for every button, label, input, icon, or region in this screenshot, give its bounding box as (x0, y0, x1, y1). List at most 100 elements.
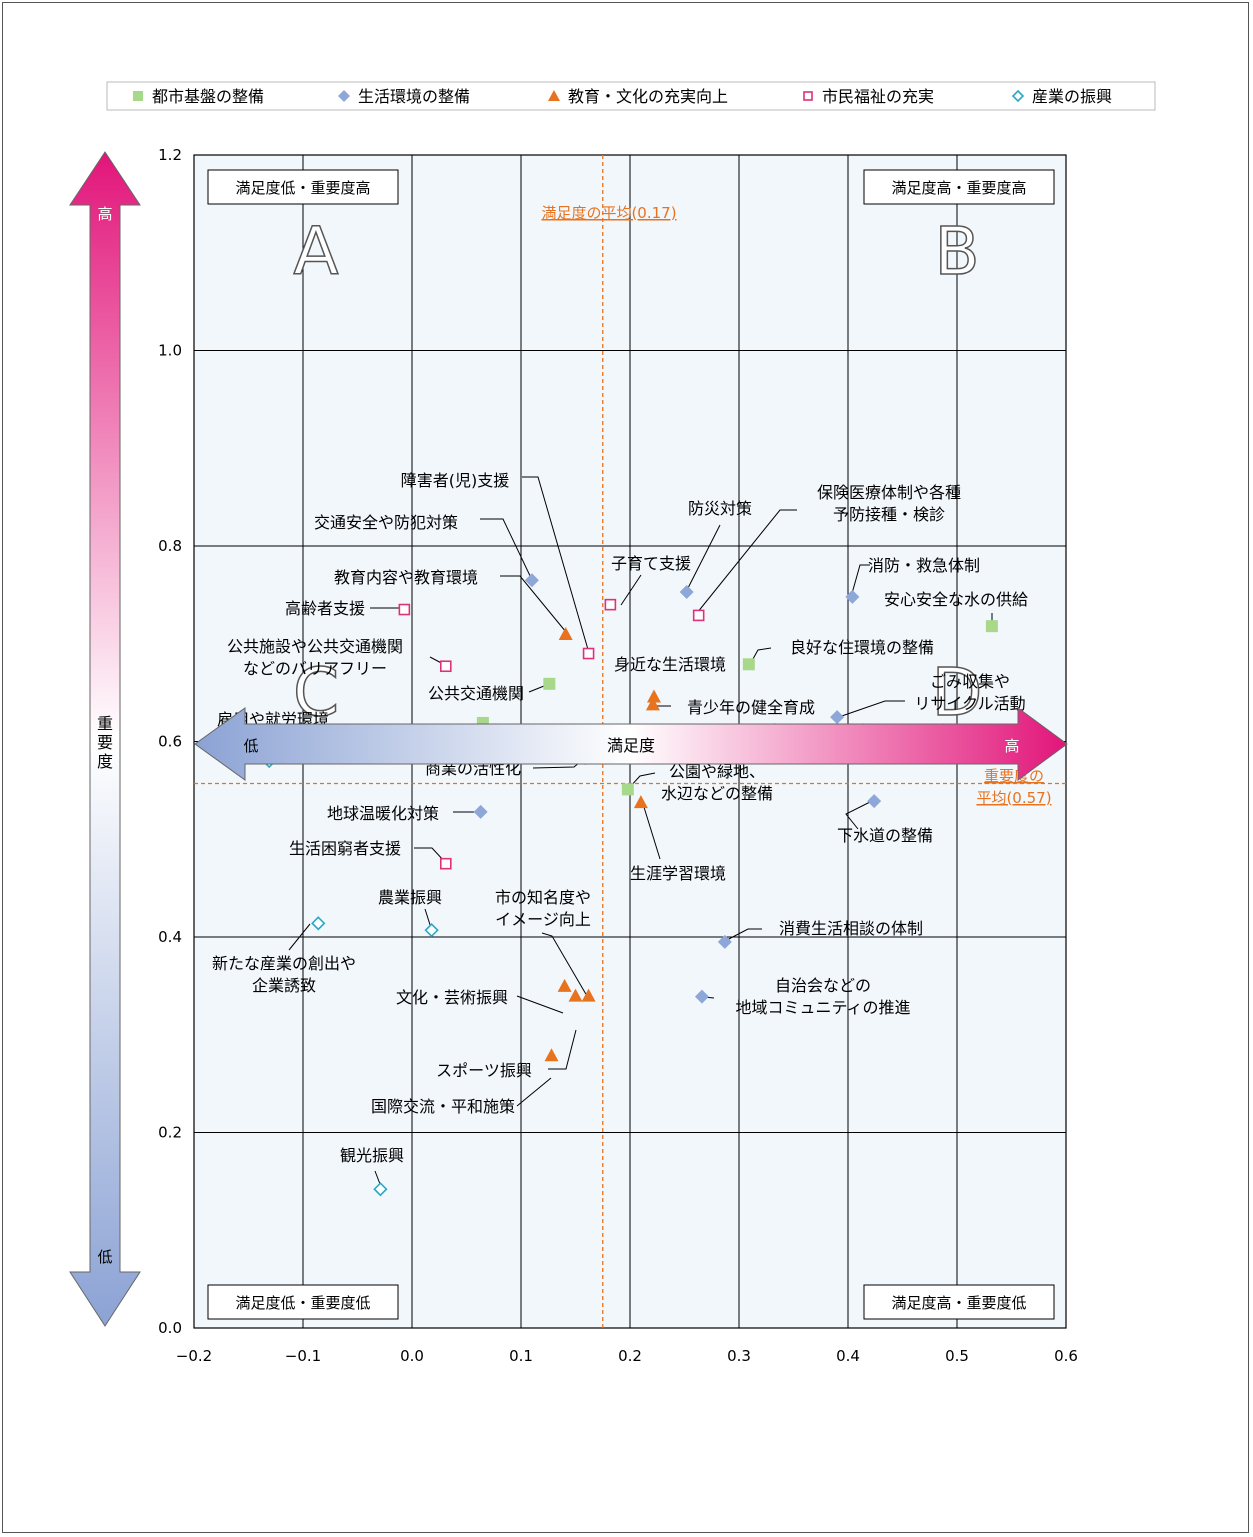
data-point (582, 647, 595, 660)
legend-label: 都市基盤の整備 (152, 87, 264, 106)
data-points (262, 573, 998, 1197)
x-tick-label: 0.3 (727, 1347, 751, 1365)
annotation-label: 国際交流・平和施策 (371, 1097, 515, 1116)
legend-marker (338, 90, 350, 102)
annotation-label: スポーツ振興 (436, 1061, 532, 1080)
leader-line (480, 518, 533, 581)
y-tick-label: 0.2 (158, 1124, 182, 1142)
data-point (604, 598, 617, 611)
annotation-label: などのバリアフリー (243, 659, 387, 678)
data-point (558, 626, 573, 640)
leader-line (724, 928, 762, 942)
quadrant-box (207, 1284, 399, 1320)
y-tick-label: 0.0 (158, 1319, 182, 1337)
annotation-label: 地域コミュニティの推進 (735, 998, 910, 1017)
legend-marker (803, 91, 813, 101)
data-point (568, 988, 583, 1002)
quadrant-letter: C (293, 654, 339, 731)
data-point (439, 660, 452, 673)
annotation-label: 文化・芸術振興 (396, 988, 508, 1007)
y-tick-label: 0.6 (158, 733, 182, 751)
data-point (694, 989, 709, 1004)
data-point (621, 783, 634, 796)
leader-line (516, 995, 564, 1014)
leader-line (620, 574, 642, 606)
x-axis-title: 満足度 (607, 736, 655, 755)
annotation-label: 消費生活相談の体制 (779, 919, 923, 938)
annotation-label: 公共交通機関 (428, 684, 524, 703)
quadrant-box (863, 1284, 1055, 1320)
annotation-label: ごみ収集や (930, 672, 1010, 691)
x-tick-label: 0.0 (400, 1347, 424, 1365)
annotation-label: 公園や緑地、 (669, 762, 765, 781)
quadrant-box (863, 169, 1055, 205)
leader-line (850, 564, 870, 598)
annotation-label: 青少年の健全育成 (687, 698, 815, 717)
leader-line (374, 1170, 381, 1185)
legend-label: 生活環境の整備 (358, 87, 470, 106)
data-point (543, 677, 556, 690)
quadrant-letter: D (932, 654, 983, 731)
data-point (424, 923, 439, 938)
annotation-label: 生活困窮者支援 (289, 839, 401, 858)
y-tick-label: 0.4 (158, 928, 182, 946)
x-tick-label: 0.1 (509, 1347, 533, 1365)
quadrant-box (207, 169, 399, 205)
data-point (524, 573, 539, 588)
horizontal-gradient-arrow (194, 707, 1068, 781)
data-point (645, 697, 660, 711)
data-point (581, 988, 596, 1002)
annotation-label: 地球温暖化対策 (327, 804, 439, 823)
legend: 都市基盤の整備 生活環境の整備 教育・文化の充実向上 市民福祉の充実 産業の振興 (106, 81, 1156, 111)
annotation-label: 消防・救急体制 (868, 556, 980, 575)
annotation-label: 市の知名度や (495, 888, 591, 907)
annotation-label: 教育内容や教育環境 (334, 568, 478, 587)
leader-line (288, 923, 311, 951)
annotation-label: 観光振興 (340, 1146, 404, 1165)
x-tick-label: 0.2 (618, 1347, 642, 1365)
legend-label: 教育・文化の充実向上 (568, 87, 728, 106)
annotation-label: 生涯学習環境 (630, 864, 726, 883)
y-axis-title-char: 度 (97, 752, 113, 771)
data-point (473, 804, 488, 819)
annotation-label: 自治会などの (775, 976, 871, 995)
data-point (373, 1182, 388, 1197)
data-point (398, 603, 411, 616)
leader-line (516, 1077, 552, 1107)
annotation-label: 水辺などの整備 (661, 784, 773, 803)
data-point (742, 658, 755, 671)
annotation-label: 下水道の整備 (837, 826, 933, 845)
annotation-label: 高齢者支援 (285, 599, 365, 618)
leader-line (541, 932, 588, 997)
y-axis-high-label: 高 (97, 205, 112, 223)
legend-label: 市民福祉の充実 (822, 87, 934, 106)
leader-line (696, 509, 797, 614)
y-tick-label: 1.0 (158, 342, 182, 360)
data-point (845, 589, 860, 604)
leader-line (522, 476, 590, 654)
avg-y-label: 重要度の (984, 767, 1044, 785)
y-axis-title-char: 要 (97, 733, 113, 752)
annotation-label: リサイクル活動 (914, 694, 1025, 713)
data-point (692, 609, 705, 622)
annotation-label: 公共施設や公共交通機関 (227, 637, 403, 656)
y-axis-low-label: 低 (97, 1248, 112, 1266)
leader-line (548, 1029, 577, 1070)
leader-line (835, 700, 905, 719)
quadrant-letter: A (293, 213, 338, 290)
annotation-label: 農業振興 (378, 888, 442, 907)
quadrant-label: 満足度高・重要度高 (891, 179, 1026, 197)
leader-line (414, 847, 446, 863)
leader-line (845, 800, 873, 830)
y-axis-title-char: 重 (97, 714, 113, 733)
annotation-label: 障害者(児)支援 (401, 471, 510, 490)
leader-line (642, 803, 661, 860)
x-axis-high-label: 高 (1004, 737, 1019, 755)
legend-marker (133, 91, 143, 101)
legend-marker (548, 90, 560, 101)
annotation-label: イメージ向上 (495, 910, 591, 929)
quadrant-label: 満足度低・重要度高 (235, 179, 370, 197)
data-point (985, 620, 998, 633)
